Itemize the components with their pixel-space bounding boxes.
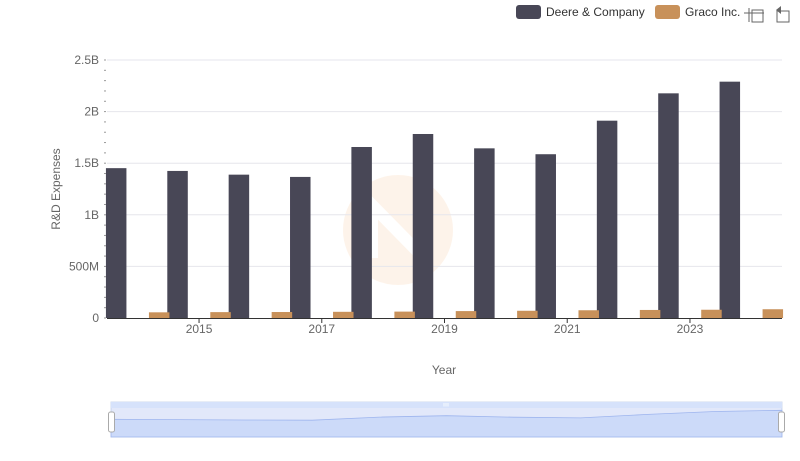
- y-axis-title: R&D Expenses: [49, 148, 63, 229]
- y-axis-labels: 0 500M 1B 1.5B 2B 2.5B: [69, 53, 99, 325]
- legend-label-deere: Deere & Company: [546, 5, 645, 19]
- y-tick-label: 500M: [69, 259, 99, 273]
- x-tick-label: 2017: [308, 322, 335, 336]
- x-tick-label: 2015: [186, 322, 213, 336]
- y-tick-label: 1.5B: [74, 156, 99, 170]
- bar-graco-2018[interactable]: [394, 311, 415, 318]
- bar-graco-2023[interactable]: [701, 309, 722, 318]
- data-zoom-handle-left[interactable]: [108, 411, 115, 433]
- bar-deere-2024[interactable]: [719, 81, 741, 318]
- legend-swatch-deere: [516, 5, 541, 19]
- bar-graco-2014[interactable]: [148, 312, 170, 318]
- data-zoom-preview-area: [110, 409, 783, 438]
- y-tick-label: 2.5B: [74, 53, 99, 67]
- data-zoom-grip-icon[interactable]: [443, 403, 449, 407]
- data-zoom-slider[interactable]: [108, 401, 785, 438]
- bar-graco-2015[interactable]: [210, 312, 231, 318]
- legend[interactable]: Deere & Company Graco Inc.: [516, 5, 740, 19]
- x-tick-label: 2019: [431, 322, 458, 336]
- data-zoom-selection[interactable]: [111, 408, 782, 437]
- y-tick-label: 0: [92, 311, 99, 325]
- bar-deere-2022[interactable]: [596, 120, 618, 318]
- bars: [105, 81, 784, 318]
- bar-deere-2019[interactable]: [412, 133, 434, 318]
- bar-deere-2023[interactable]: [658, 93, 679, 318]
- x-tick-label: 2021: [554, 322, 581, 336]
- bar-deere-2014[interactable]: [105, 168, 127, 318]
- bar-deere-2020[interactable]: [474, 148, 495, 318]
- bar-deere-2016[interactable]: [228, 174, 250, 318]
- legend-item-graco[interactable]: Graco Inc.: [655, 5, 740, 19]
- data-zoom-top-bar[interactable]: [111, 402, 782, 408]
- legend-swatch-graco: [655, 5, 680, 19]
- data-zoom-handle-right[interactable]: [778, 411, 785, 433]
- legend-item-deere[interactable]: Deere & Company: [516, 5, 645, 19]
- x-tick-label: 2023: [677, 322, 704, 336]
- zoom-icon[interactable]: [744, 8, 764, 23]
- y-tick-label: 1B: [84, 208, 99, 222]
- bar-graco-2020[interactable]: [517, 310, 538, 318]
- x-axis-title: Year: [432, 363, 456, 377]
- bar-deere-2017[interactable]: [290, 176, 311, 318]
- bar-deere-2015[interactable]: [167, 170, 188, 318]
- x-axis-labels: 2015 2017 2019 2021 2023: [186, 322, 704, 336]
- bar-graco-2016[interactable]: [271, 312, 293, 318]
- bar-deere-2021[interactable]: [535, 154, 556, 318]
- bar-graco-2022[interactable]: [639, 309, 661, 318]
- x-axis-ticks: [198, 318, 691, 323]
- bar-graco-2019[interactable]: [455, 311, 477, 318]
- bar-graco-2024[interactable]: [762, 309, 784, 318]
- bar-deere-2018[interactable]: [351, 146, 372, 318]
- reset-icon[interactable]: [776, 6, 790, 23]
- bar-graco-2017[interactable]: [333, 311, 354, 318]
- legend-label-graco: Graco Inc.: [685, 5, 740, 19]
- y-axis-minor-ticks: [104, 59, 106, 319]
- y-tick-label: 2B: [84, 105, 99, 119]
- bar-graco-2021[interactable]: [578, 310, 599, 318]
